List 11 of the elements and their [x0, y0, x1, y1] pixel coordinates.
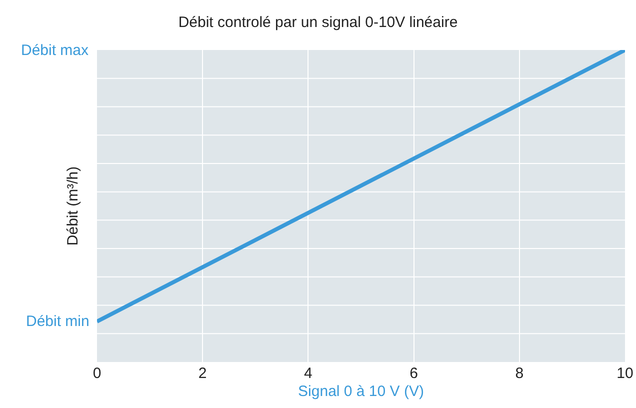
- text: Débit min: [26, 313, 90, 330]
- chart-title: Débit controlé par un signal 0-10V linéaire: [178, 14, 458, 31]
- x-tick-label: 4: [304, 365, 312, 382]
- x-tick-label: 2: [198, 365, 207, 382]
- x-tick-label: 6: [410, 365, 418, 382]
- y-axis-title: Débit (m³/h): [64, 166, 82, 246]
- x-tick-label: 0: [92, 365, 102, 382]
- x-axis-title: Signal 0 à 10 V (V): [298, 383, 424, 400]
- text: Débit max: [21, 42, 90, 59]
- x-tick-label: 8: [515, 365, 524, 382]
- x-tick-label: 10: [616, 365, 634, 382]
